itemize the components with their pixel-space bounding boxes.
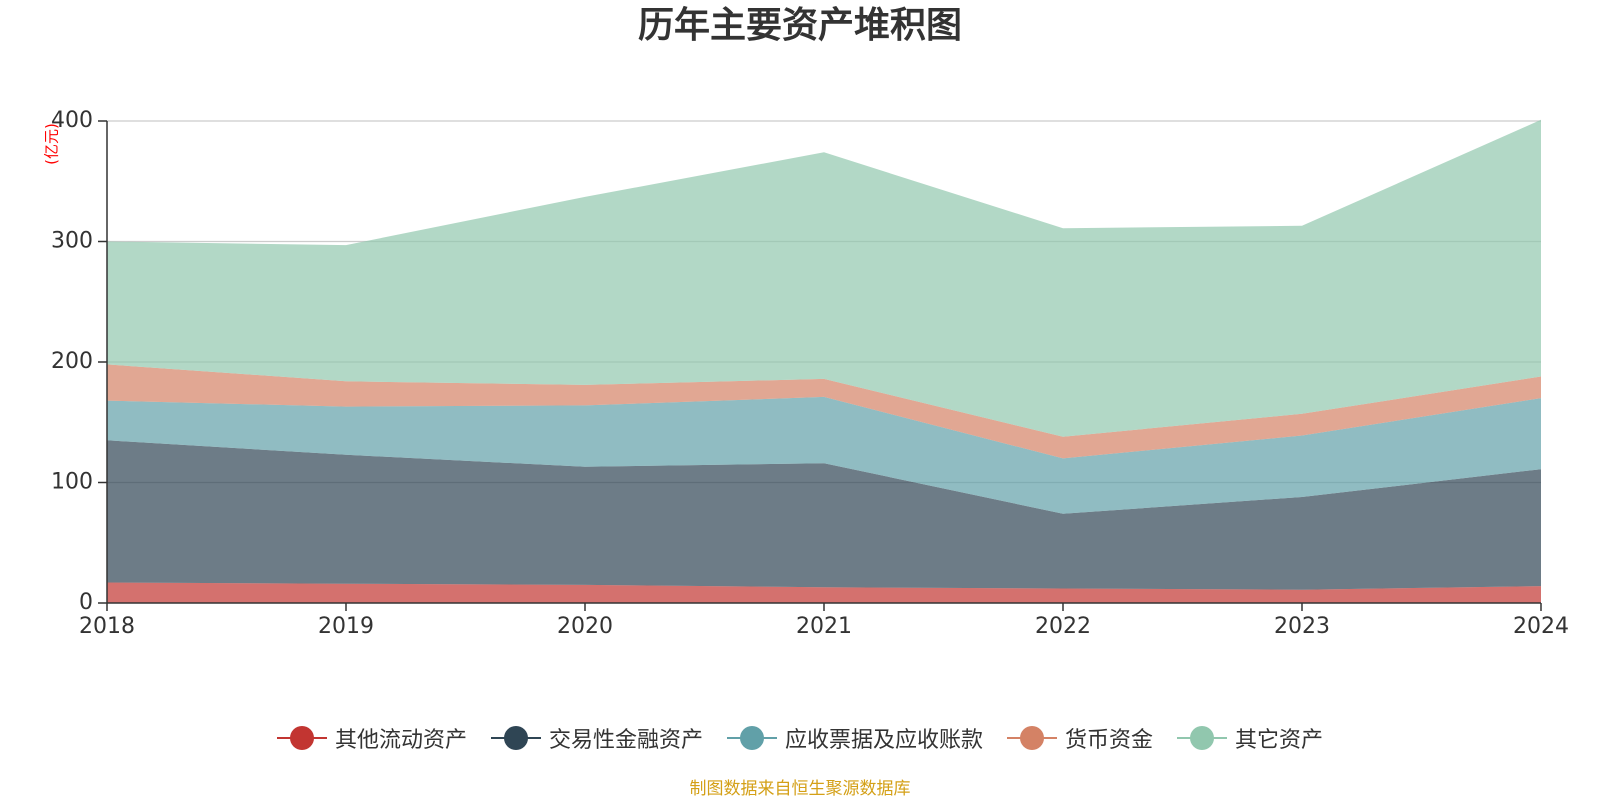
y-tick-label-300: 300 (51, 229, 93, 254)
area-series-4 (107, 364, 1541, 459)
area-series-2 (107, 440, 1541, 590)
x-tick-label-2021: 2021 (796, 614, 852, 639)
chart-title: 历年主要资产堆积图 (637, 5, 962, 46)
legend-marker-icon (490, 724, 541, 752)
legend-item-3[interactable]: 应收票据及应收账款 (726, 722, 983, 754)
x-tick-label-2019: 2019 (318, 614, 374, 639)
x-tick-label-2023: 2023 (1274, 614, 1330, 639)
legend: 其他流动资产 交易性金融资产 应收票据及应收账款 货币资金 其它资产 (0, 720, 1600, 756)
y-tick-label-100: 100 (51, 470, 93, 495)
legend-item-4[interactable]: 货币资金 (1007, 722, 1153, 754)
y-axis-unit-label: (亿元) (43, 123, 61, 165)
legend-label: 货币资金 (1065, 728, 1154, 753)
area-series-layer (107, 119, 1541, 603)
y-tick-label-400: 400 (51, 108, 93, 133)
source-note: 制图数据来自恒生聚源数据库 (689, 779, 911, 799)
x-tick-label-2022: 2022 (1035, 614, 1091, 639)
area-series-5 (107, 119, 1541, 437)
legend-label: 交易性金融资产 (548, 728, 703, 753)
legend-item-2[interactable]: 交易性金融资产 (490, 722, 703, 754)
area-series-1 (107, 582, 1541, 603)
legend-label: 应收票据及应收账款 (784, 728, 983, 753)
area-series-3 (107, 396, 1541, 514)
x-tick-label-2020: 2020 (557, 614, 613, 639)
axes: 0 100 200 300 400 2018 2019 2020 2021 2022 2023 202… (51, 108, 1569, 639)
legend-marker-icon (726, 724, 777, 752)
legend-label: 其他流动资产 (334, 728, 467, 753)
legend-item-1[interactable]: 其他流动资产 (276, 722, 467, 754)
legend-item-5[interactable]: 其它资产 (1177, 722, 1323, 754)
legend-marker-icon (1177, 724, 1228, 752)
legend-marker-icon (276, 724, 327, 752)
y-tick-label-200: 200 (51, 349, 93, 374)
x-tick-label-2018: 2018 (79, 614, 135, 639)
x-tick-label-2024: 2024 (1513, 614, 1569, 639)
legend-label: 其它资产 (1235, 728, 1324, 753)
legend-marker-icon (1007, 724, 1057, 752)
y-tick-label-0: 0 (79, 590, 93, 615)
